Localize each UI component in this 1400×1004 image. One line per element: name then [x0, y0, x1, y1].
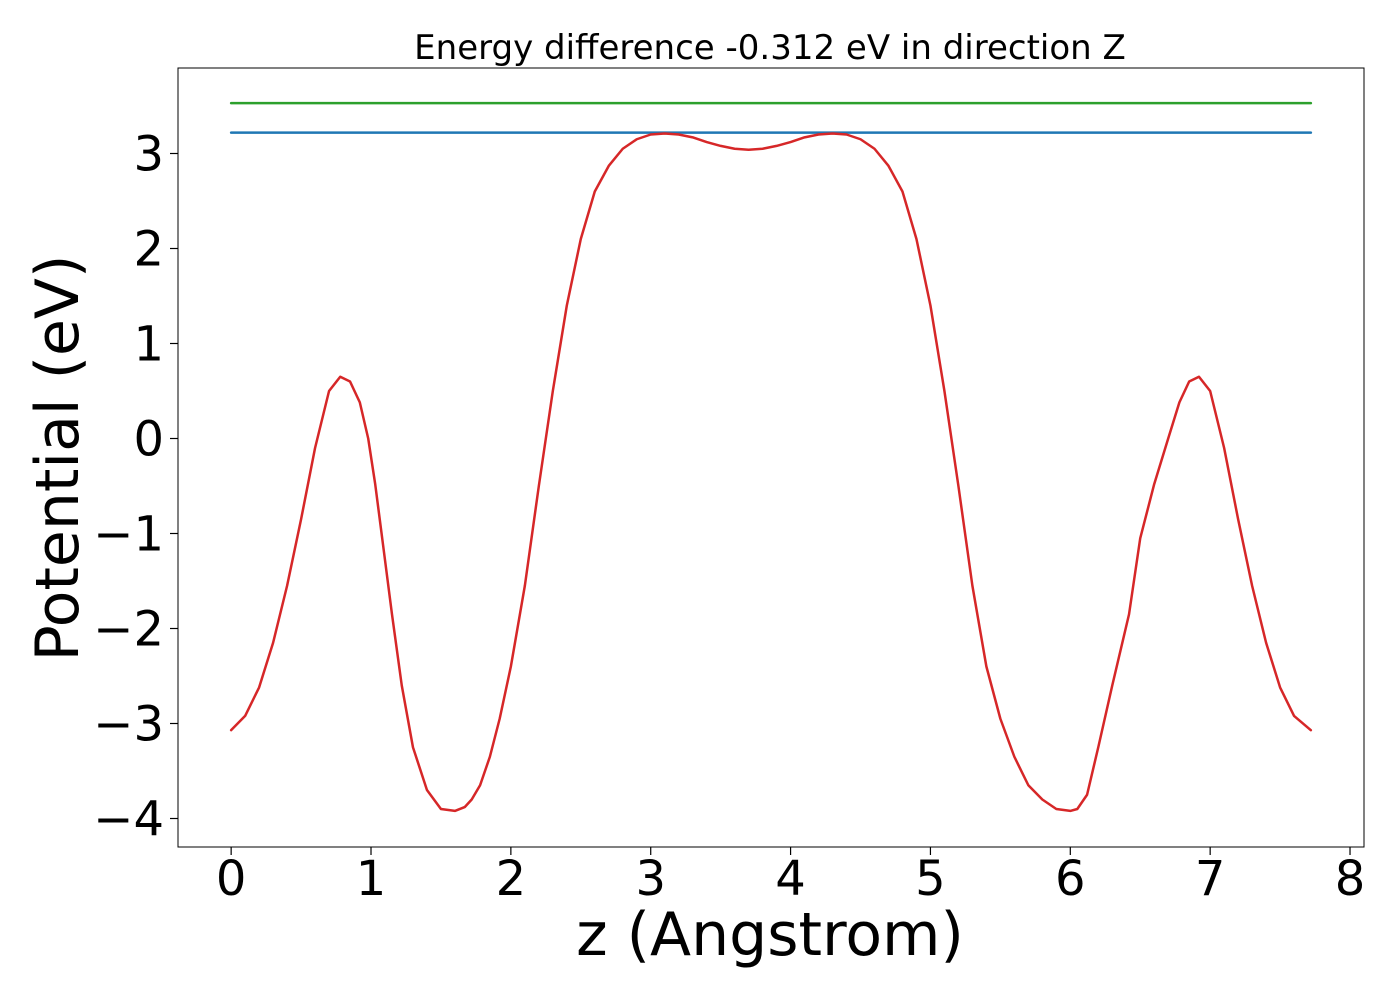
y-axis: −4 −3 −2 −1 0 1 2 3: [93, 127, 178, 848]
chart-title: Energy difference -0.312 eV in direction…: [414, 28, 1126, 68]
x-tick-label: 4: [775, 851, 806, 907]
x-tick-label: 3: [635, 851, 666, 907]
y-tick-label: 1: [133, 317, 164, 373]
plot-area-frame: [177, 67, 1365, 848]
x-tick-label: 0: [216, 851, 247, 907]
y-tick-label: 2: [133, 222, 164, 278]
x-tick-label: 5: [915, 851, 946, 907]
y-tick-label: −2: [93, 602, 164, 658]
x-tick-label: 8: [1335, 851, 1366, 907]
y-tick-label: −4: [93, 792, 164, 848]
x-tick-label: 2: [496, 851, 527, 907]
x-axis: 0 1 2 3 4 5 6 7 8: [216, 847, 1365, 907]
y-tick-label: 0: [133, 412, 164, 468]
x-tick-label: 6: [1055, 851, 1086, 907]
x-tick-label: 7: [1195, 851, 1226, 907]
x-axis-title: z (Angstrom): [576, 900, 964, 970]
y-tick-label: −3: [93, 697, 164, 753]
x-tick-label: 1: [356, 851, 387, 907]
series-layer: [229, 101, 1313, 813]
y-axis-title: Potential (eV): [23, 255, 93, 662]
y-tick-label: 3: [133, 127, 164, 183]
series-line-2: [229, 132, 1313, 813]
y-tick-label: −1: [93, 507, 164, 563]
